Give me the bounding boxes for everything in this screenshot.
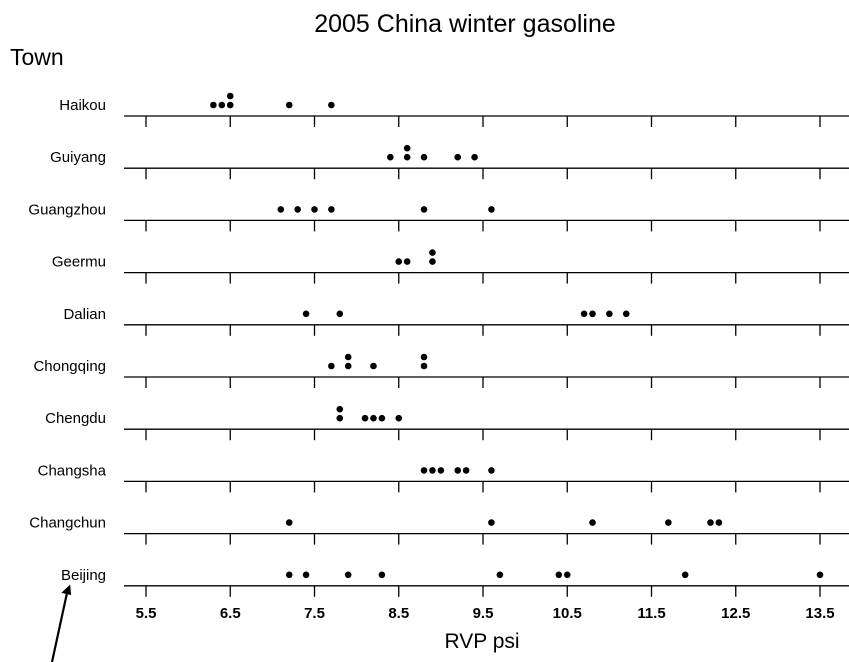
row-label-guiyang: Guiyang: [50, 149, 106, 166]
row-label-chongqing: Chongqing: [33, 358, 106, 375]
data-point-changchun: [285, 519, 293, 526]
x-tick-label: 13.5: [805, 605, 834, 622]
data-point-haikou: [226, 92, 234, 100]
data-point-changsha: [488, 467, 495, 474]
y-axis-label: Town: [10, 44, 64, 70]
row-label-dalian: Dalian: [63, 306, 106, 323]
arrow-annotation: [50, 584, 72, 662]
data-point-chengdu: [361, 414, 369, 422]
x-tick-label: 11.5: [637, 605, 665, 622]
data-point-changchun: [715, 519, 723, 526]
data-point-beijing: [816, 571, 824, 579]
data-point-guangzhou: [294, 206, 301, 213]
x-tick-label: 10.5: [553, 605, 582, 622]
data-point-haikou: [285, 101, 293, 109]
data-point-dalian: [302, 310, 310, 318]
data-point-haikou: [210, 101, 217, 109]
row-label-changchun: Changchun: [29, 515, 106, 532]
data-point-geermu: [395, 258, 403, 265]
data-point-guangzhou: [311, 206, 318, 213]
row-label-beijing: Beijing: [61, 567, 106, 584]
data-point-dalian: [589, 310, 596, 318]
data-point-beijing: [285, 571, 293, 579]
x-tick-label: 8.5: [388, 605, 409, 622]
data-point-changchun: [589, 519, 596, 526]
data-point-geermu: [403, 258, 411, 265]
x-tick-label: 6.5: [220, 605, 241, 622]
data-point-chongqing: [420, 353, 428, 361]
data-point-guiyang: [471, 153, 478, 161]
data-point-changsha: [462, 467, 470, 474]
data-point-beijing: [563, 571, 571, 579]
data-point-haikou: [328, 101, 335, 109]
chart-rows: Haikou Guiyang Guangzhou Geermu Dalian Chongq…: [28, 92, 849, 597]
data-point-chengdu: [378, 414, 386, 422]
data-point-changchun: [488, 519, 495, 526]
data-point-changchun: [665, 519, 672, 526]
data-point-chongqing: [420, 362, 428, 370]
data-point-dalian: [622, 310, 630, 318]
data-point-guiyang: [420, 153, 428, 161]
data-point-chongqing: [328, 362, 335, 370]
data-point-beijing: [555, 571, 563, 579]
data-point-changsha: [429, 467, 436, 474]
data-point-geermu: [429, 249, 436, 256]
data-point-beijing: [681, 571, 689, 579]
x-axis: 5.5 6.5 7.5 8.5 9.5 10.5 11.5 12.5 13.5: [136, 605, 835, 622]
x-tick-label: 9.5: [473, 605, 494, 622]
row-label-guangzhou: Guangzhou: [28, 201, 106, 218]
data-point-dalian: [580, 310, 588, 318]
data-point-chongqing: [370, 362, 377, 370]
data-point-geermu: [429, 258, 436, 265]
data-point-dalian: [336, 310, 344, 318]
data-point-beijing: [378, 571, 386, 579]
data-point-guiyang: [403, 144, 411, 152]
data-point-guiyang: [403, 153, 411, 161]
data-point-changsha: [420, 467, 428, 474]
row-label-changsha: Changsha: [38, 462, 107, 479]
data-point-beijing: [302, 571, 310, 579]
data-point-changsha: [437, 467, 445, 474]
data-point-guiyang: [454, 153, 462, 161]
x-axis-label: RVP psi: [444, 630, 519, 653]
data-point-changsha: [454, 467, 462, 474]
data-point-guangzhou: [277, 206, 285, 213]
data-point-changchun: [707, 519, 714, 526]
data-point-guiyang: [387, 153, 394, 161]
data-point-chengdu: [336, 405, 344, 413]
data-point-haikou: [218, 101, 226, 109]
x-tick-label: 5.5: [136, 605, 157, 622]
data-point-beijing: [496, 571, 504, 579]
data-point-chengdu: [395, 414, 403, 422]
data-point-chengdu: [370, 414, 377, 422]
data-point-chengdu: [336, 414, 344, 422]
data-point-chongqing: [344, 353, 352, 361]
data-point-haikou: [226, 101, 234, 109]
data-point-dalian: [606, 310, 613, 318]
row-label-geermu: Geermu: [52, 254, 106, 271]
row-label-haikou: Haikou: [59, 97, 106, 114]
data-point-guangzhou: [420, 206, 428, 213]
x-tick-label: 12.5: [721, 605, 750, 622]
row-label-chengdu: Chengdu: [45, 410, 106, 427]
data-point-beijing: [344, 571, 352, 579]
x-tick-label: 7.5: [304, 605, 325, 622]
data-point-guangzhou: [328, 206, 335, 213]
data-point-guangzhou: [488, 206, 495, 213]
chart-title: 2005 China winter gasoline: [314, 10, 616, 38]
data-point-chongqing: [344, 362, 352, 370]
